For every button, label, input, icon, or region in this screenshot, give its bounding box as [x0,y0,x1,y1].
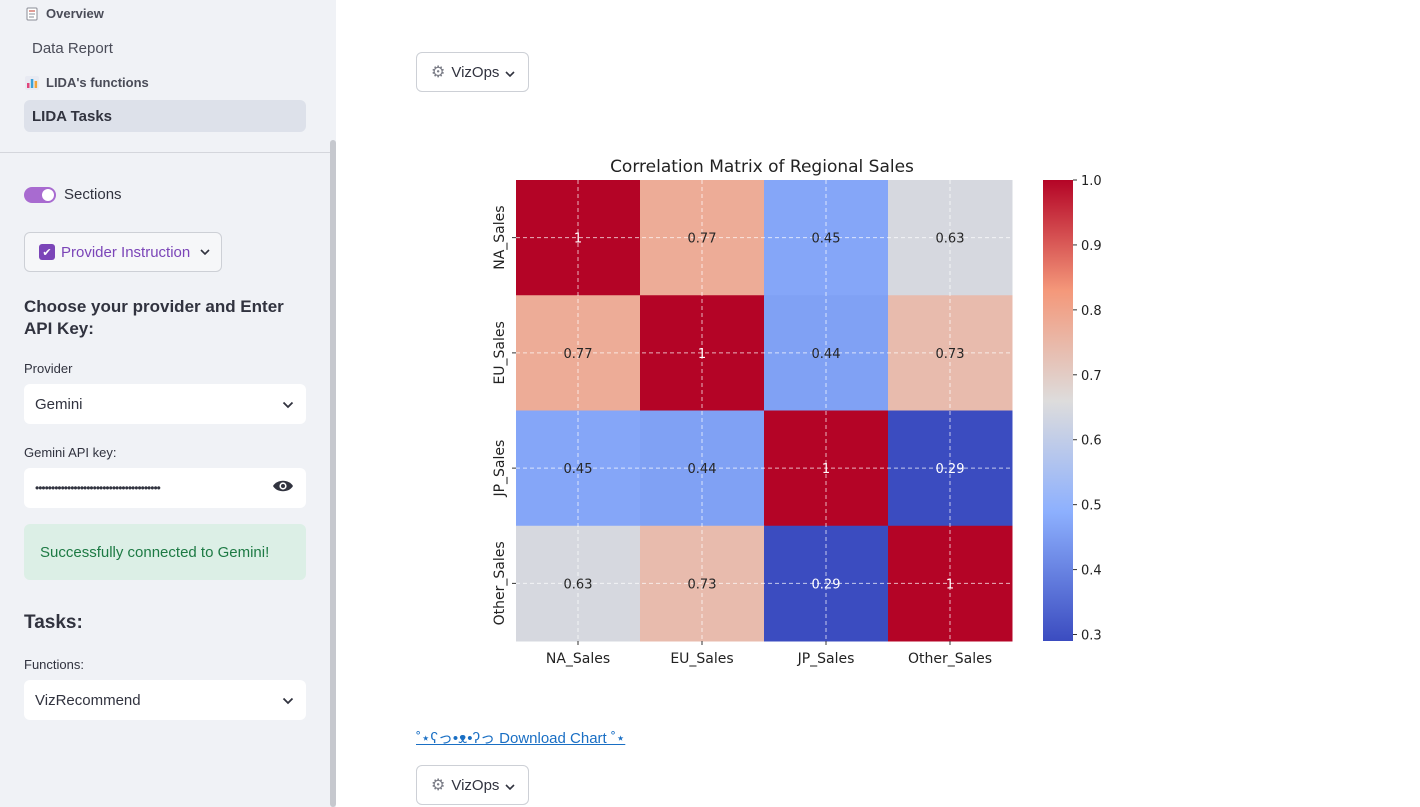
colorbar-tick-label: 0.6 [1081,434,1102,449]
nav-section-overview: Overview [24,6,104,21]
cell-value-label: 0.63 [936,232,965,247]
y-tick-label: NA_Sales [492,205,508,269]
sidebar: Overview Data Report LIDA's functions LI… [0,0,336,807]
api-key-value: ••••••••••••••••••••••••••••••••••••••• [35,481,161,495]
provider-value: Gemini [35,395,83,413]
page-icon [24,7,40,21]
colorbar-tick-label: 0.3 [1081,629,1102,644]
nav-section-label: Overview [46,6,104,21]
provider-instruction-label: Provider Instruction [61,243,191,261]
colorbar-tick-label: 0.4 [1081,564,1102,579]
cell-value-label: 1 [574,232,582,247]
functions-label: Functions: [24,657,84,672]
nav-section-lida-functions: LIDA's functions [24,75,149,90]
chevron-down-icon [505,777,515,794]
cell-value-label: 0.73 [936,347,965,362]
bar-chart-icon [24,75,40,90]
functions-select[interactable]: VizRecommend [24,680,306,720]
sections-toggle[interactable] [24,186,56,203]
y-tick-label: Other_Sales [492,541,508,625]
cell-value-label: 1 [698,347,706,362]
nav-item-lida-tasks[interactable]: LIDA Tasks [24,100,306,132]
provider-heading: Choose your provider and Enter API Key: [24,297,284,338]
cell-value-label: 0.44 [688,462,717,477]
x-tick-label: JP_Sales [797,651,855,667]
cell-value-label: 0.73 [688,577,717,592]
checkbox-icon: ✔ [39,244,55,260]
correlation-heatmap: Correlation Matrix of Regional Sales 1 0.… [492,157,1102,667]
x-tick-label: Other_Sales [908,651,992,667]
provider-select[interactable]: Gemini [24,384,306,424]
colorbar [1043,180,1073,641]
provider-label: Provider [24,361,73,376]
chart-title: Correlation Matrix of Regional Sales [610,157,914,177]
y-tick-label: EU_Sales [492,321,508,384]
gear-icon: ⚙ [431,777,446,794]
colorbar-tick-label: 0.5 [1081,499,1102,514]
cell-value-label: 0.44 [812,347,841,362]
nav-divider [0,152,330,153]
sidebar-scrollbar[interactable] [330,140,336,807]
eye-icon[interactable] [272,479,294,497]
nav-section-label: LIDA's functions [46,75,149,90]
cell-value-label: 0.29 [936,462,965,477]
cell-value-label: 0.63 [564,577,593,592]
cell-value-label: 0.45 [812,232,841,247]
cell-value-label: 0.77 [688,232,717,247]
success-alert: Successfully connected to Gemini! [24,524,306,580]
x-tick-label: EU_Sales [670,651,733,667]
api-key-input[interactable]: ••••••••••••••••••••••••••••••••••••••• [24,468,306,508]
colorbar-tick-label: 0.9 [1081,239,1102,254]
chevron-down-icon [505,64,515,81]
tasks-heading: Tasks: [24,612,83,633]
y-tick-label: JP_Sales [492,440,508,498]
provider-instruction-button[interactable]: ✔ Provider Instruction [24,232,222,272]
chevron-down-icon [282,693,294,708]
gear-icon: ⚙ [431,64,446,81]
cell-value-label: 0.45 [564,462,593,477]
cell-value-label: 1 [822,462,830,477]
api-key-label: Gemini API key: [24,445,117,460]
vizops-label: VizOps [451,63,500,81]
cell-value-label: 0.77 [564,347,593,362]
cell-value-label: 1 [946,577,954,592]
download-chart-link[interactable]: ˚⋆ʕっ•ᴥ•ʔっ Download Chart ˚⋆ [416,730,626,747]
vizops-popover-button-2[interactable]: ⚙ VizOps [416,765,529,805]
sections-toggle-label: Sections [64,186,122,203]
chevron-down-icon [282,397,294,412]
functions-value: VizRecommend [35,691,141,709]
vizops-popover-button[interactable]: ⚙ VizOps [416,52,529,92]
cell-value-label: 0.29 [812,577,841,592]
nav-item-data-report[interactable]: Data Report [32,39,113,57]
colorbar-tick-label: 0.7 [1081,369,1102,384]
x-tick-label: NA_Sales [546,651,610,667]
sections-toggle-row[interactable]: Sections [24,186,122,203]
colorbar-tick-label: 0.8 [1081,304,1102,319]
chevron-down-icon [200,246,210,258]
vizops-label: VizOps [451,776,500,794]
colorbar-tick-label: 1.0 [1081,174,1102,189]
